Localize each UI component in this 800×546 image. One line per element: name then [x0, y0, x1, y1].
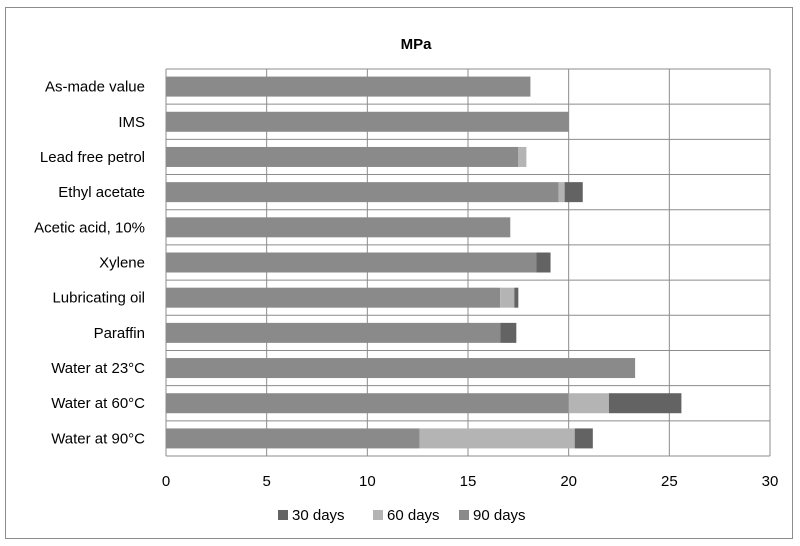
bar-water-at-90-c-90-days — [166, 428, 420, 449]
category-label: Acetic acid, 10% — [34, 219, 145, 236]
bar-water-at-60-c-60-days — [568, 393, 609, 414]
category-label: Xylene — [99, 255, 145, 272]
bar-ethyl-acetate-60-days — [558, 182, 565, 203]
category-label: Water at 60°C — [51, 395, 145, 412]
legend-label: 60 days — [387, 507, 440, 524]
x-tick-label: 0 — [162, 473, 170, 490]
bar-paraffin-30-days — [500, 322, 517, 343]
bar-water-at-90-c-30-days — [574, 428, 593, 449]
legend: 30 days 60 days 90 days — [278, 507, 526, 524]
x-tick-labels: 0 5 10 15 20 25 30 — [162, 473, 779, 490]
bar-xylene-30-days — [536, 252, 551, 273]
category-label: Lubricating oil — [52, 290, 145, 307]
x-tick-label: 25 — [661, 473, 678, 490]
legend-swatch — [459, 510, 469, 520]
bar-xylene-90-days — [166, 252, 537, 273]
x-tick-label: 30 — [762, 473, 779, 490]
bars-group — [166, 76, 682, 449]
x-tick-label: 20 — [560, 473, 577, 490]
bar-ethyl-acetate-90-days — [166, 182, 559, 203]
x-tick-label: 5 — [262, 473, 270, 490]
bar-lead-free-petrol-60-days — [518, 146, 527, 167]
bar-water-at-60-c-30-days — [608, 393, 682, 414]
bar-water-at-23-c-90-days — [166, 358, 636, 379]
category-label: Water at 90°C — [51, 430, 145, 447]
bar-as-made-value-90-days — [166, 76, 531, 97]
bar-lead-free-petrol-90-days — [166, 146, 519, 167]
category-label: Lead free petrol — [40, 149, 145, 166]
bar-water-at-90-c-60-days — [419, 428, 575, 449]
category-label: Ethyl acetate — [58, 184, 145, 201]
legend-label: 90 days — [473, 507, 526, 524]
category-label: Paraffin — [94, 325, 145, 342]
category-label: Water at 23°C — [51, 360, 145, 377]
x-tick-label: 10 — [359, 473, 376, 490]
bar-paraffin-90-days — [166, 322, 501, 343]
legend-swatch — [278, 510, 288, 520]
category-label: IMS — [118, 114, 145, 131]
bar-lubricating-oil-30-days — [514, 287, 519, 308]
bar-lubricating-oil-60-days — [500, 287, 515, 308]
bar-acetic-acid-10--90-days — [166, 217, 511, 238]
chart-title: MPa — [401, 36, 433, 53]
x-tick-label: 15 — [460, 473, 477, 490]
bar-water-at-60-c-90-days — [166, 393, 569, 414]
bar-ethyl-acetate-30-days — [564, 182, 583, 203]
bar-ims-90-days — [166, 111, 569, 132]
category-label: As-made value — [45, 79, 145, 96]
category-labels: As-made value IMS Lead free petrol Ethyl ac… — [34, 79, 145, 448]
bar-lubricating-oil-90-days — [166, 287, 501, 308]
legend-swatch — [373, 510, 383, 520]
legend-label: 30 days — [292, 507, 345, 524]
